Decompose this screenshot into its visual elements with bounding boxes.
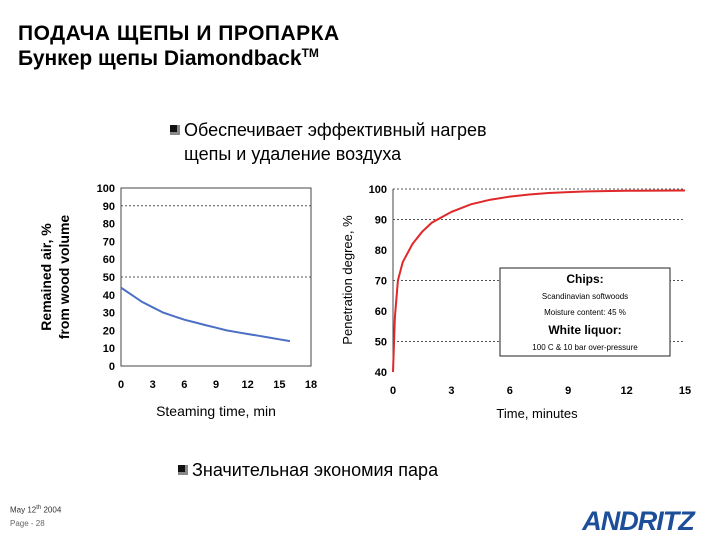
x-tick-label: 12	[620, 385, 632, 397]
x-tick-label: 3	[150, 379, 156, 391]
y-tick-label: 40	[103, 290, 115, 302]
andritz-logo: ANDRITZ	[581, 506, 697, 535]
footer-date: May 12th 2004	[10, 505, 61, 515]
bullet-1-line-2: щепы и удаление воздуха	[184, 144, 402, 164]
liquor-title: White liquor:	[548, 323, 621, 337]
y-tick-label: 30	[103, 308, 115, 320]
bullet-1: Обеспечивает эффективный нагрев	[170, 120, 487, 141]
bullet-2: Значительная экономия пара	[178, 460, 438, 481]
y-tick-label: 0	[109, 361, 115, 373]
y-tick-label: 10	[103, 343, 115, 355]
bullet-1-line-1: Обеспечивает эффективный нагрев	[184, 120, 487, 140]
right-chart: 40 50 60 70 80 90 100 0 3 6 9 12 15 Chips: Scandina…	[340, 184, 691, 421]
x-tick-label: 12	[242, 379, 254, 391]
left-x-axis-label: Steaming time, min	[156, 403, 276, 419]
y-tick-label: 60	[375, 306, 387, 318]
right-y-axis-label: Penetration degree, %	[340, 215, 355, 345]
x-tick-label: 0	[390, 385, 396, 397]
x-tick-label: 6	[181, 379, 187, 391]
conditions-box	[499, 267, 671, 357]
y-tick-label: 60	[103, 254, 115, 266]
x-tick-label: 15	[679, 385, 691, 397]
left-y-axis-label-2: from wood volume	[56, 215, 72, 340]
title-text: Бункер щепы Diamondback	[18, 47, 302, 70]
y-tick-label: 50	[375, 337, 387, 349]
bullet-box-icon	[178, 465, 188, 475]
right-x-axis-label: Time, minutes	[496, 406, 578, 421]
bullet-2-line-1: Значительная экономия пара	[192, 460, 439, 480]
bullet-box-icon	[170, 125, 180, 135]
y-tick-label: 80	[375, 245, 387, 257]
x-tick-label: 9	[565, 385, 571, 397]
y-tick-label: 70	[375, 276, 387, 288]
liquor-conditions: 100 C & 10 bar over-pressure	[532, 343, 638, 352]
y-tick-label: 100	[97, 183, 115, 195]
left-series-line	[120, 286, 291, 343]
x-tick-label: 9	[213, 379, 219, 391]
footer-page: Page - 28	[10, 519, 45, 528]
y-tick-label: 90	[103, 201, 115, 213]
y-tick-label: 20	[103, 325, 115, 337]
chips-moisture: Moisture content: 45 %	[544, 308, 626, 317]
left-plot-area	[120, 187, 312, 367]
y-tick-label: 80	[103, 219, 115, 231]
footer-date-prefix: May 12	[10, 505, 37, 515]
y-tick-label: 90	[375, 215, 387, 227]
chips-species: Scandinavian softwoods	[542, 292, 628, 301]
title-line-1: ПОДАЧА ЩЕПЫ И ПРОПАРКА	[18, 22, 340, 45]
left-y-axis-label-1: Remained air, %	[38, 223, 54, 331]
y-tick-label: 70	[103, 236, 115, 248]
left-chart: 0 10 20 30 40 50 60 70 80 90 100 0 3 6 9 12 15 18 Steami…	[38, 183, 317, 419]
y-tick-label: 50	[103, 272, 115, 284]
x-tick-label: 6	[507, 385, 513, 397]
x-tick-label: 0	[118, 379, 124, 391]
y-tick-label: 100	[369, 184, 387, 196]
right-series-line	[392, 189, 686, 373]
footer-date-suffix: 2004	[41, 505, 62, 515]
andritz-logo-text: ANDRITZ	[581, 506, 696, 535]
trademark: TM	[301, 46, 319, 60]
y-tick-label: 40	[375, 367, 387, 379]
chips-title: Chips:	[566, 272, 603, 286]
x-tick-label: 18	[305, 379, 317, 391]
x-tick-label: 15	[273, 379, 285, 391]
footer-date-sup: th	[36, 505, 42, 511]
title-line-2: Бункер щепы DiamondbackTM	[18, 46, 319, 71]
x-tick-label: 3	[448, 385, 454, 397]
